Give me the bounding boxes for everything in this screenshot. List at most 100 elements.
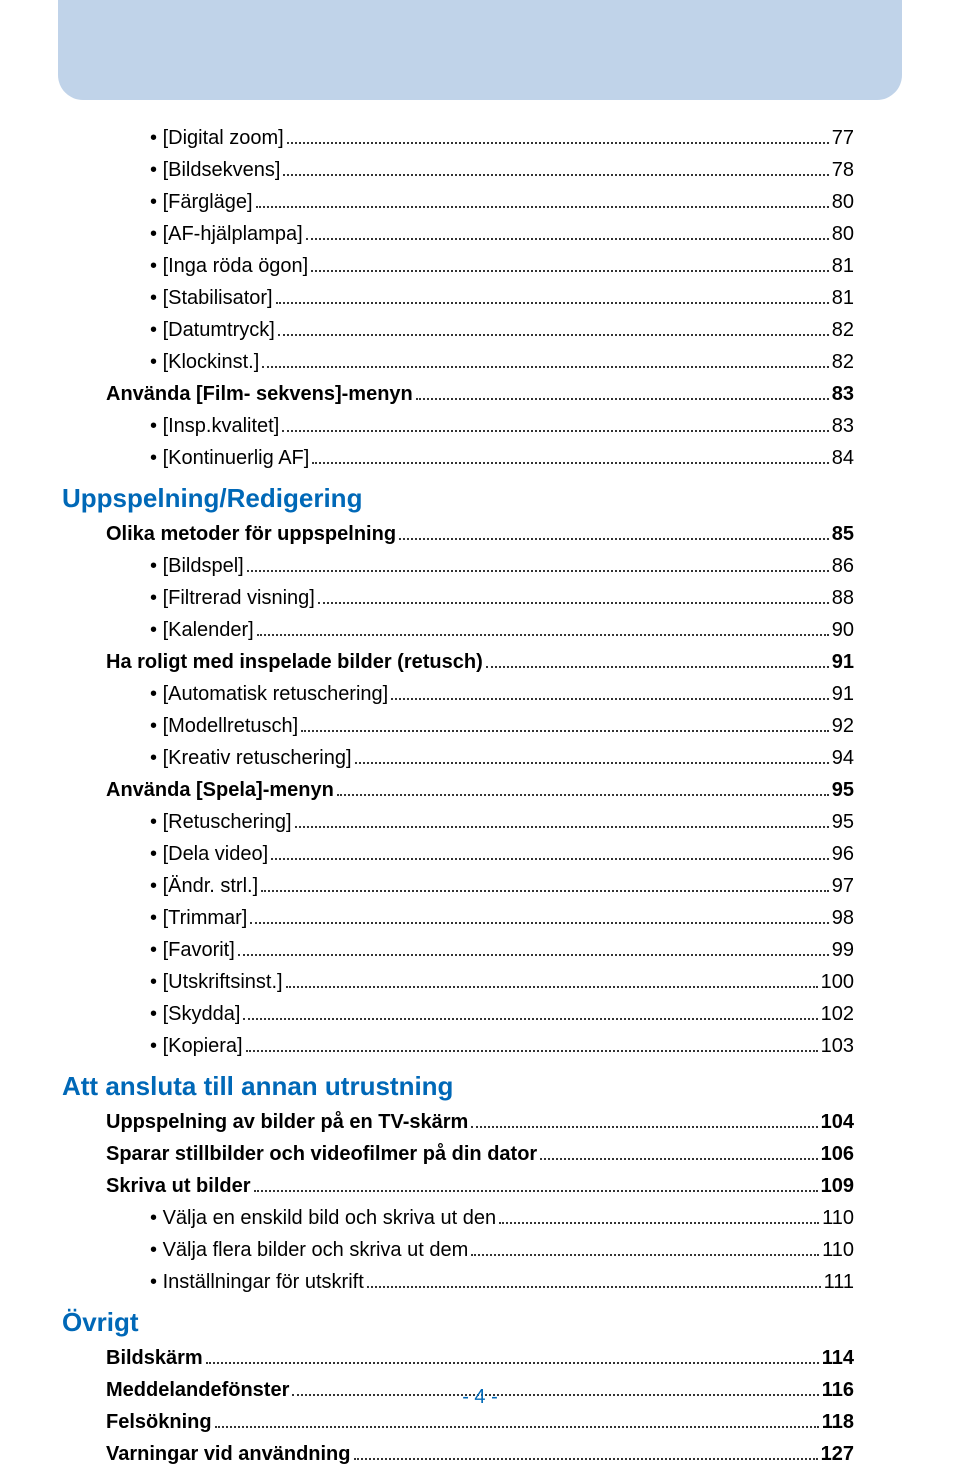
toc-entry[interactable]: Olika metoder för uppspelning 85 [106, 520, 854, 549]
toc-entry-label: [Skydda] [150, 1000, 240, 1029]
toc-leader-dots [257, 634, 829, 636]
toc-entry[interactable]: [Dela video] 96 [150, 840, 854, 869]
toc-entry[interactable]: Ha roligt med inspelade bilder (retusch)… [106, 648, 854, 677]
toc-leader-dots [337, 794, 829, 796]
toc-entry[interactable]: Bildskärm 114 [106, 1344, 854, 1373]
toc-entry-page: 98 [832, 904, 854, 933]
toc-section-heading[interactable]: Att ansluta till annan utrustning [62, 1071, 854, 1102]
toc-entry-page: 114 [822, 1344, 854, 1373]
toc-entry[interactable]: Använda [Spela]-menyn 95 [106, 776, 854, 805]
toc-entry-label: [Digital zoom] [150, 124, 284, 153]
toc-entry-label: [Inga röda ögon] [150, 252, 308, 281]
toc-entry[interactable]: [Stabilisator] 81 [150, 284, 854, 313]
toc-entry-page: 94 [832, 744, 854, 773]
toc-section-heading[interactable]: Övrigt [62, 1307, 854, 1338]
toc-leader-dots [355, 762, 829, 764]
toc-entry-label: Använda [Spela]-menyn [106, 776, 334, 805]
toc-leader-dots [261, 890, 829, 892]
toc-entry[interactable]: [Inga röda ögon] 81 [150, 252, 854, 281]
toc-leader-dots [471, 1126, 817, 1128]
toc-entry[interactable]: Uppspelning av bilder på en TV-skärm 104 [106, 1108, 854, 1137]
toc-entry[interactable]: [Skydda] 102 [150, 1000, 854, 1029]
toc-entry[interactable]: [Utskriftsinst.] 100 [150, 968, 854, 997]
toc-entry-label: [AF-hjälplampa] [150, 220, 303, 249]
toc-entry[interactable]: [Trimmar] 98 [150, 904, 854, 933]
toc-leader-dots [416, 398, 829, 400]
toc-entry[interactable]: Felsökning 118 [106, 1408, 854, 1437]
toc-entry-label: Felsökning [106, 1408, 212, 1437]
toc-entry-page: 111 [824, 1268, 854, 1297]
toc-entry-page: 96 [832, 840, 854, 869]
toc-entry[interactable]: Använda [Film- sekvens]-menyn 83 [106, 380, 854, 409]
toc-entry-page: 80 [832, 188, 854, 217]
toc-entry-page: 91 [832, 680, 854, 709]
toc-entry[interactable]: Välja flera bilder och skriva ut dem 110 [150, 1236, 854, 1265]
toc-leader-dots [256, 206, 829, 208]
toc-leader-dots [243, 1018, 817, 1020]
toc-entry[interactable]: [Modellretusch] 92 [150, 712, 854, 741]
toc-entry-label: Välja flera bilder och skriva ut dem [150, 1236, 468, 1265]
toc-entry-page: 95 [832, 776, 854, 805]
toc-entry-label: [Automatisk retuschering] [150, 680, 388, 709]
toc-entry-page: 91 [832, 648, 854, 677]
toc-entry-page: 110 [822, 1236, 854, 1265]
toc-entry[interactable]: [Insp.kvalitet] 83 [150, 412, 854, 441]
toc-leader-dots [215, 1426, 819, 1428]
toc-entry[interactable]: Skriva ut bilder 109 [106, 1172, 854, 1201]
toc-entry[interactable]: [Klockinst.] 82 [150, 348, 854, 377]
toc-leader-dots [391, 698, 829, 700]
toc-entry-label: [Utskriftsinst.] [150, 968, 283, 997]
toc-entry-page: 82 [832, 348, 854, 377]
toc-leader-dots [206, 1362, 819, 1364]
toc-leader-dots [250, 922, 828, 924]
toc-entry[interactable]: [Digital zoom] 77 [150, 124, 854, 153]
toc-entry[interactable]: Inställningar för utskrift 111 [150, 1268, 854, 1297]
toc-entry[interactable]: [Kalender] 90 [150, 616, 854, 645]
toc-entry-label: [Klockinst.] [150, 348, 259, 377]
toc-entry-page: 102 [821, 1000, 854, 1029]
toc-entry[interactable]: [Färgläge] 80 [150, 188, 854, 217]
toc-entry[interactable]: [Automatisk retuschering] 91 [150, 680, 854, 709]
toc-entry[interactable]: [Ändr. strl.] 97 [150, 872, 854, 901]
toc-entry[interactable]: Välja en enskild bild och skriva ut den … [150, 1204, 854, 1233]
toc-entry[interactable]: [Kontinuerlig AF] 84 [150, 444, 854, 473]
toc-entry-label: [Bildspel] [150, 552, 244, 581]
toc-leader-dots [486, 666, 829, 668]
toc-entry[interactable]: [Datumtryck] 82 [150, 316, 854, 345]
toc-leader-dots [499, 1222, 819, 1224]
toc-leader-dots [318, 602, 829, 604]
toc-entry[interactable]: Sparar stillbilder och videofilmer på di… [106, 1140, 854, 1169]
toc-entry[interactable]: [Kopiera] 103 [150, 1032, 854, 1061]
toc-leader-dots [246, 1050, 818, 1052]
toc-entry-label: [Favorit] [150, 936, 235, 965]
toc-entry-page: 110 [822, 1204, 854, 1233]
toc-entry-page: 85 [832, 520, 854, 549]
toc-entry[interactable]: Varningar vid användning 127 [106, 1440, 854, 1469]
toc-entry-page: 86 [832, 552, 854, 581]
toc-leader-dots [271, 858, 829, 860]
toc-section-heading[interactable]: Uppspelning/Redigering [62, 483, 854, 514]
toc-leader-dots [254, 1190, 818, 1192]
toc-entry[interactable]: [Retuschering] 95 [150, 808, 854, 837]
toc-entry-page: 90 [832, 616, 854, 645]
page-number: - 4 - [0, 1386, 960, 1409]
toc-entry-page: 88 [832, 584, 854, 613]
toc-entry-label: [Modellretusch] [150, 712, 298, 741]
toc-leader-dots [276, 302, 829, 304]
toc-entry-label: [Filtrerad visning] [150, 584, 315, 613]
toc-entry[interactable]: [Bildspel] 86 [150, 552, 854, 581]
toc-entry-page: 99 [832, 936, 854, 965]
toc-entry[interactable]: [AF-hjälplampa] 80 [150, 220, 854, 249]
toc-entry[interactable]: [Filtrerad visning] 88 [150, 584, 854, 613]
toc-leader-dots [311, 270, 829, 272]
toc-leader-dots [471, 1254, 819, 1256]
toc-content: [Digital zoom] 77 [Bildsekvens] 78 [Färglä… [106, 124, 854, 1472]
toc-entry[interactable]: [Kreativ retuschering] 94 [150, 744, 854, 773]
toc-leader-dots [367, 1286, 821, 1288]
toc-entry-page: 81 [832, 252, 854, 281]
toc-leader-dots [247, 570, 829, 572]
toc-entry-label: Använda [Film- sekvens]-menyn [106, 380, 413, 409]
toc-entry[interactable]: [Favorit] 99 [150, 936, 854, 965]
toc-leader-dots [399, 538, 829, 540]
toc-entry[interactable]: [Bildsekvens] 78 [150, 156, 854, 185]
